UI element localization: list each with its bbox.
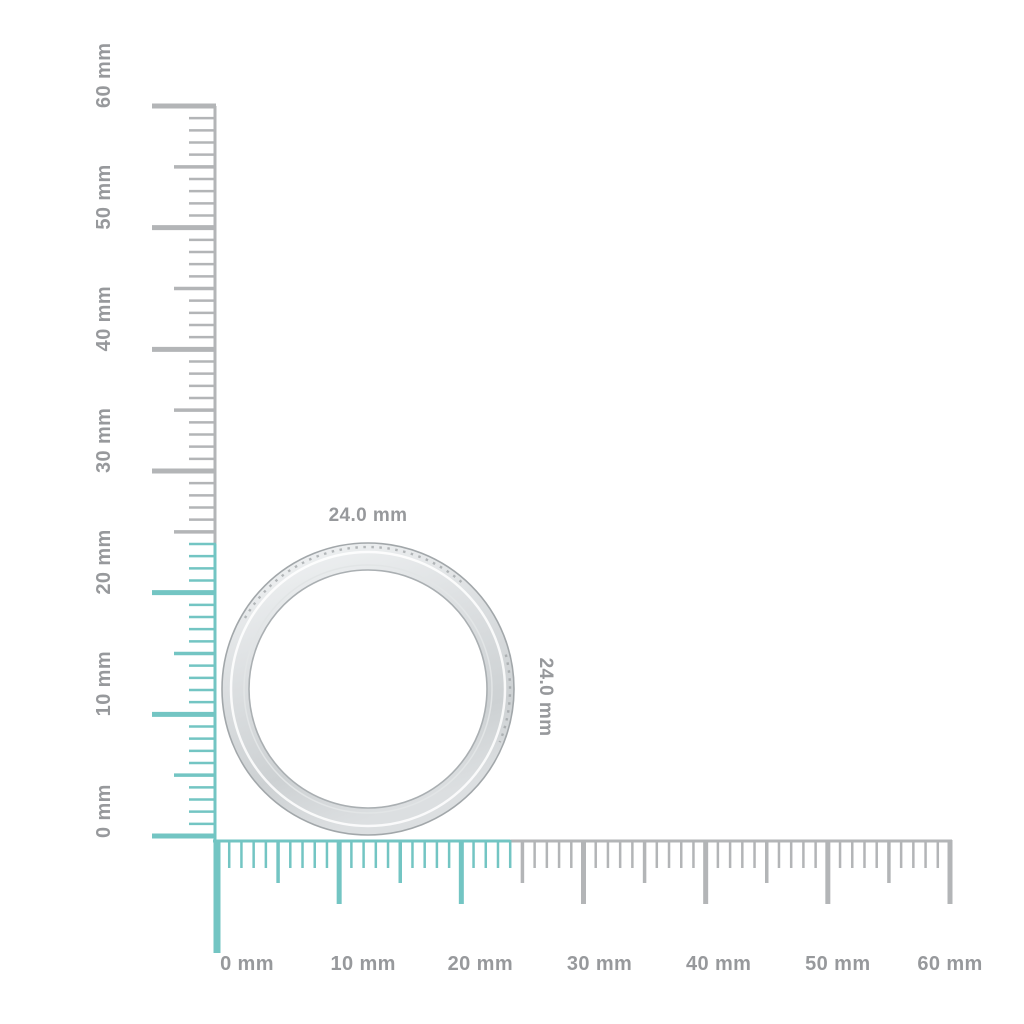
v-ruler-label-50mm: 50 mm (93, 164, 115, 229)
ring-inner-edge (248, 569, 488, 809)
ring-width-dimension-label: 24.0 mm (328, 505, 408, 526)
ring-illustration (221, 542, 515, 836)
ring-stones-top-arc (243, 545, 464, 619)
v-ruler-label-20mm: 20 mm (93, 529, 115, 594)
v-ruler-label-10mm: 10 mm (93, 651, 115, 716)
h-ruler-label-40mm: 40 mm (686, 953, 751, 975)
ring-band-inner-shade (243, 564, 493, 814)
h-ruler-label-0mm: 0 mm (220, 953, 274, 975)
h-ruler-label-50mm: 50 mm (805, 953, 870, 975)
h-ruler-label-20mm: 20 mm (448, 953, 513, 975)
ring-stones-right-arc (498, 654, 512, 743)
vertical-ruler: 0 mm 10 mm 20 mm 30 mm 40 mm 50 mm 60 mm (93, 43, 217, 840)
h-ruler-label-10mm: 10 mm (330, 953, 395, 975)
v-ruler-label-40mm: 40 mm (93, 286, 115, 351)
h-ruler-label-60mm: 60 mm (917, 953, 982, 975)
v-ruler-label-60mm: 60 mm (93, 43, 115, 108)
ring-height-dimension-label: 24.0 mm (535, 657, 556, 737)
h-ruler-label-30mm: 30 mm (567, 953, 632, 975)
horizontal-ruler: 0 mm 10 mm 20 mm 30 mm 40 mm 50 mm 60 mm (213, 839, 982, 975)
ring-band-highlight (229, 550, 507, 828)
v-ruler-label-0mm: 0 mm (93, 784, 115, 838)
v-ruler-label-30mm: 30 mm (93, 408, 115, 473)
